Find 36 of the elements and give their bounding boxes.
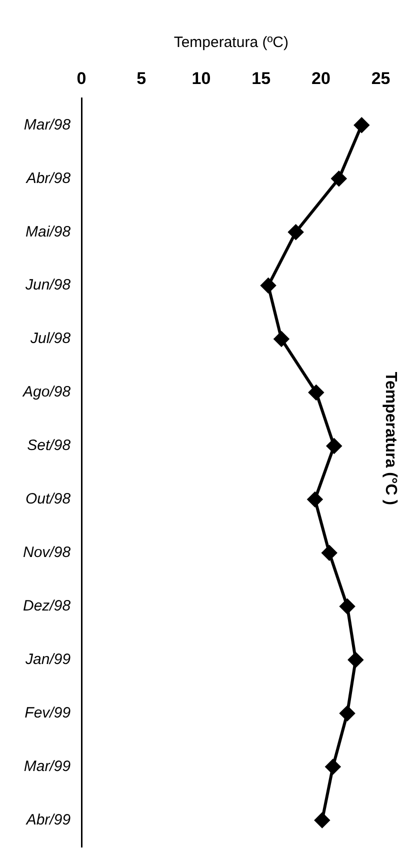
x-tick-label: 10 (192, 68, 211, 88)
point (307, 492, 322, 507)
x-axis-title: Temperatura (ºC) (174, 34, 289, 52)
point (331, 171, 346, 186)
point (274, 332, 289, 347)
y-tick-label: Nov/98 (23, 544, 72, 562)
y-tick-label: Jan/99 (24, 651, 72, 668)
text: Temperatura (°C ) (382, 372, 399, 506)
point (354, 118, 370, 133)
point (340, 598, 355, 614)
point (314, 812, 330, 828)
y-tick-label: Jul/98 (30, 330, 72, 348)
y-tick-label: Ago/98 (22, 384, 72, 401)
y-tick-label: Abr/98 (25, 170, 72, 187)
y-tick-label: Mai/98 (26, 223, 72, 240)
y-tick-label: Jun/98 (24, 276, 72, 294)
point (325, 759, 340, 774)
y-tick-label: Set/98 (27, 437, 72, 454)
point (288, 224, 304, 240)
point (326, 438, 342, 454)
y-tick-label: Abr/99 (25, 811, 72, 828)
y-tick-label: Fev/99 (24, 704, 72, 722)
y-tick-label: Dez/98 (23, 598, 72, 615)
y-tick-label: Out/98 (26, 490, 72, 508)
x-tick-label: 20 (311, 68, 330, 88)
point (322, 545, 337, 560)
y-tick-label: Mar/98 (24, 116, 72, 134)
point (340, 706, 355, 721)
y-tick-label: Mar/99 (24, 758, 72, 775)
x-tick-label: 5 (136, 68, 146, 88)
x-tick-label: 0 (76, 68, 86, 88)
point (348, 652, 364, 668)
point (308, 384, 324, 400)
point (260, 278, 276, 294)
x-tick-label: 15 (252, 68, 271, 88)
x-tick-label: 25 (371, 68, 390, 88)
